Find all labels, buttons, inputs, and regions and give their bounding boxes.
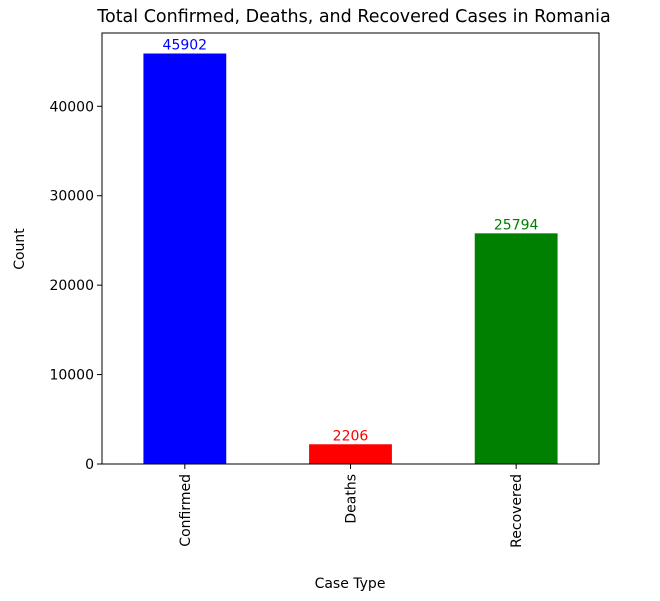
y-tick-label-40000: 40000: [49, 99, 94, 115]
value-labels-layer: 45902 2206 25794: [163, 38, 539, 445]
chart-title: Total Confirmed, Deaths, and Recovered C…: [96, 7, 610, 27]
value-label-recovered: 25794: [494, 217, 539, 233]
bar-recovered: [474, 233, 558, 464]
y-axis: 0 10000 20000 30000 40000: [49, 99, 102, 473]
y-axis-label: Count: [12, 228, 28, 270]
x-tick-label-confirmed: Confirmed: [178, 474, 194, 547]
value-label-deaths: 2206: [333, 428, 369, 444]
plot-frame: [101, 32, 600, 465]
bars-layer: [143, 53, 558, 464]
y-tick-label-10000: 10000: [49, 368, 94, 384]
x-tick-label-recovered: Recovered: [509, 474, 525, 548]
x-tick-label-deaths: Deaths: [344, 474, 360, 524]
x-axis: Confirmed Deaths Recovered: [178, 464, 525, 548]
bar-confirmed: [143, 53, 227, 464]
x-axis-label: Case Type: [315, 576, 386, 592]
y-tick-label-30000: 30000: [49, 189, 94, 205]
y-tick-label-0: 0: [85, 457, 94, 473]
bar-deaths: [309, 444, 392, 464]
y-tick-label-20000: 20000: [49, 278, 94, 294]
value-label-confirmed: 45902: [163, 38, 208, 54]
